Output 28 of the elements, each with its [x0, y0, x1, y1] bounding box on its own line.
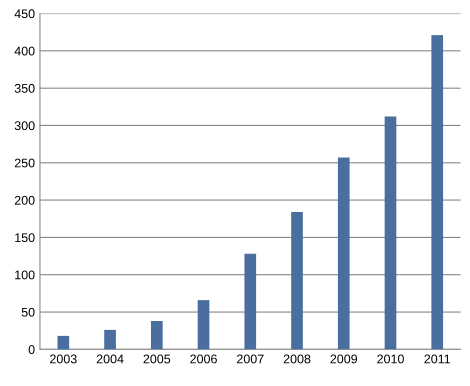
- x-tick-label: 2005: [144, 354, 170, 364]
- y-tick-label: 50: [22, 308, 35, 317]
- bar: [104, 330, 116, 350]
- x-tick-label: 2004: [96, 354, 124, 364]
- x-tick-label: 2007: [237, 354, 264, 364]
- bar: [384, 116, 396, 350]
- y-tick-label: 450: [14, 9, 35, 18]
- y-tick-label: 150: [15, 233, 35, 242]
- bar: [198, 300, 210, 350]
- bar: [244, 254, 256, 350]
- x-tick-label: 2006: [190, 354, 217, 364]
- y-tick-label: 0: [28, 345, 35, 354]
- bar: [57, 336, 70, 350]
- bar: [150, 320, 163, 350]
- x-tick-label: 2011: [424, 354, 450, 364]
- x-tick-label: 2003: [50, 354, 77, 364]
- y-tick-label: 100: [15, 270, 35, 280]
- y-tick-label: 350: [14, 84, 35, 93]
- bar: [338, 158, 350, 350]
- y-tick-label: 300: [14, 121, 35, 130]
- x-tick-label: 2010: [377, 354, 404, 364]
- bar: [291, 212, 303, 350]
- x-tick-label: 2009: [330, 354, 358, 364]
- x-tick-label: 2008: [284, 354, 310, 364]
- bar: [431, 35, 444, 350]
- y-tick-label: 400: [14, 46, 35, 56]
- y-tick-label: 200: [14, 196, 35, 205]
- y-tick-label: 250: [14, 158, 35, 168]
